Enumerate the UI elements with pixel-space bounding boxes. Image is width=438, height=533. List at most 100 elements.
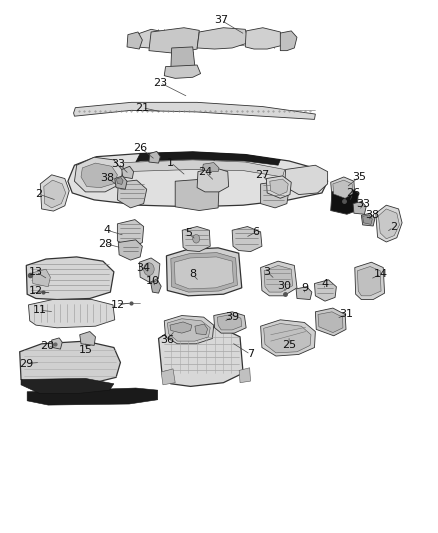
Polygon shape	[355, 262, 385, 300]
Polygon shape	[331, 188, 358, 214]
Polygon shape	[232, 227, 262, 252]
Polygon shape	[161, 369, 175, 385]
Text: 30: 30	[277, 281, 291, 291]
Text: 29: 29	[19, 359, 33, 368]
Polygon shape	[151, 280, 161, 293]
Text: 35: 35	[352, 172, 366, 182]
Polygon shape	[314, 280, 336, 301]
Circle shape	[144, 263, 154, 276]
Text: 8: 8	[189, 270, 196, 279]
Polygon shape	[159, 325, 243, 386]
Text: 14: 14	[374, 269, 388, 279]
Polygon shape	[26, 257, 114, 300]
Polygon shape	[171, 47, 195, 70]
Polygon shape	[195, 324, 208, 335]
Polygon shape	[164, 316, 214, 344]
Polygon shape	[239, 368, 251, 383]
Polygon shape	[264, 324, 311, 353]
Polygon shape	[217, 314, 242, 330]
Text: 21: 21	[135, 103, 149, 112]
Text: 3: 3	[264, 267, 271, 277]
Text: 38: 38	[365, 211, 379, 220]
Text: 36: 36	[160, 335, 174, 344]
Text: 13: 13	[29, 267, 43, 277]
Polygon shape	[280, 31, 297, 51]
Polygon shape	[261, 320, 315, 356]
Polygon shape	[28, 300, 115, 328]
Text: 11: 11	[32, 305, 46, 315]
Polygon shape	[32, 269, 50, 287]
Text: 38: 38	[101, 173, 115, 183]
Text: 23: 23	[153, 78, 167, 87]
Polygon shape	[74, 157, 123, 192]
Polygon shape	[129, 29, 164, 48]
Text: 5: 5	[185, 229, 192, 238]
Text: 39: 39	[225, 312, 239, 322]
Polygon shape	[318, 312, 343, 333]
Text: 4: 4	[321, 279, 328, 288]
Polygon shape	[122, 166, 134, 179]
Polygon shape	[80, 332, 95, 345]
Polygon shape	[81, 163, 117, 188]
Text: 33: 33	[111, 159, 125, 168]
Polygon shape	[149, 151, 160, 163]
Text: 33: 33	[357, 199, 371, 208]
Polygon shape	[170, 322, 192, 333]
Text: 2: 2	[390, 222, 397, 232]
Polygon shape	[197, 168, 229, 192]
Polygon shape	[296, 287, 312, 300]
Polygon shape	[174, 257, 233, 289]
Text: 37: 37	[214, 15, 228, 25]
Circle shape	[193, 235, 200, 243]
Polygon shape	[315, 308, 346, 336]
Polygon shape	[363, 215, 372, 224]
Polygon shape	[117, 180, 147, 208]
Text: 12: 12	[111, 300, 125, 310]
Polygon shape	[353, 201, 366, 214]
Polygon shape	[136, 152, 280, 165]
Polygon shape	[361, 213, 375, 226]
Polygon shape	[118, 240, 142, 260]
Text: 25: 25	[282, 341, 296, 350]
Text: 2: 2	[35, 189, 42, 199]
Polygon shape	[115, 176, 127, 189]
Polygon shape	[261, 261, 297, 296]
Polygon shape	[74, 102, 315, 119]
Text: 15: 15	[79, 345, 93, 354]
Polygon shape	[175, 179, 219, 211]
Polygon shape	[20, 341, 120, 386]
Text: 26: 26	[346, 188, 360, 198]
Polygon shape	[123, 160, 285, 177]
Text: 4: 4	[104, 225, 111, 235]
Text: 9: 9	[301, 283, 308, 293]
Polygon shape	[167, 319, 210, 341]
Text: 24: 24	[198, 167, 212, 176]
Polygon shape	[44, 180, 66, 208]
Polygon shape	[27, 388, 158, 405]
Text: 12: 12	[29, 286, 43, 296]
Text: 7: 7	[247, 350, 254, 359]
Polygon shape	[270, 179, 288, 195]
Polygon shape	[245, 28, 283, 49]
Polygon shape	[68, 152, 328, 207]
Polygon shape	[171, 253, 237, 292]
Polygon shape	[149, 28, 199, 53]
Polygon shape	[117, 177, 123, 184]
Polygon shape	[182, 227, 210, 252]
Polygon shape	[378, 209, 399, 239]
Text: 26: 26	[133, 143, 147, 152]
Text: 1: 1	[167, 158, 174, 167]
Text: 28: 28	[98, 239, 112, 248]
Polygon shape	[376, 205, 402, 242]
Polygon shape	[331, 177, 355, 201]
Polygon shape	[202, 163, 219, 172]
Polygon shape	[214, 312, 246, 333]
Polygon shape	[52, 338, 62, 349]
Text: 31: 31	[339, 310, 353, 319]
Polygon shape	[357, 266, 381, 296]
Polygon shape	[117, 220, 144, 248]
Polygon shape	[166, 248, 242, 296]
Polygon shape	[127, 32, 142, 49]
Polygon shape	[40, 175, 69, 211]
Text: 34: 34	[136, 263, 150, 272]
